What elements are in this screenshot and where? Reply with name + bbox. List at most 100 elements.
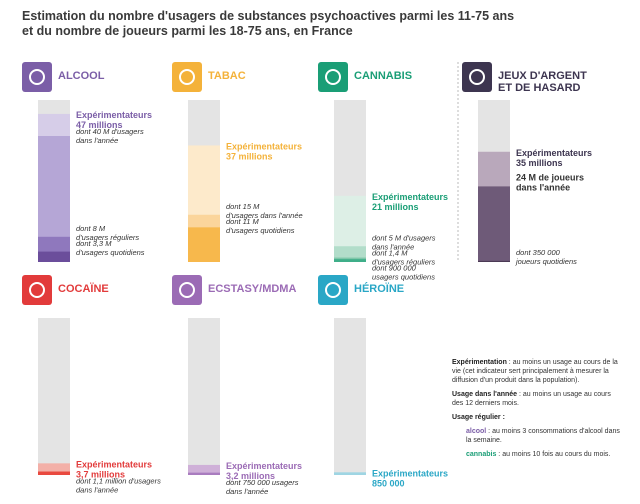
panel-icon bbox=[172, 62, 202, 92]
label-line: dont 5 M d'usagers bbox=[372, 233, 436, 242]
legend-text: : au moins un usage au cours des 12 dern… bbox=[452, 391, 611, 407]
label-line: usagers quotidiens bbox=[372, 272, 435, 281]
panel-heading: ET DE HASARD bbox=[498, 82, 581, 94]
level-bar bbox=[38, 251, 70, 262]
legend-term: Usage dans l'année bbox=[452, 391, 518, 398]
legend-subitem: alcool : au moins 3 consommations d'alco… bbox=[452, 427, 624, 445]
panel-heading: TABAC bbox=[208, 70, 246, 82]
label-line: d'usagers réguliers bbox=[372, 257, 435, 266]
level-label: Expérimentateurs 21 millions bbox=[372, 192, 448, 212]
icon-glyph bbox=[29, 69, 45, 85]
panel-heading: ALCOOL bbox=[58, 70, 105, 82]
label-line: dont 3,3 M bbox=[76, 239, 112, 248]
label-line: Expérimentateurs bbox=[226, 461, 302, 471]
level-label: dont 750 000 usagers dans l'année bbox=[226, 478, 299, 496]
icon-glyph bbox=[179, 282, 195, 298]
level-bar bbox=[38, 471, 70, 475]
population-bar bbox=[38, 318, 70, 475]
level-label: Expérimentateurs 37 millions bbox=[226, 141, 302, 161]
label-line: 35 millions bbox=[516, 158, 563, 168]
panel-icon bbox=[462, 62, 492, 92]
label-line: dont 40 M d'usagers bbox=[76, 127, 144, 136]
legend-term: cannabis bbox=[466, 451, 497, 458]
level-label: Expérimentateurs 3,7 millions bbox=[76, 459, 152, 479]
legend: Expérimentation : au moins un usage au c… bbox=[452, 358, 624, 464]
label-line: 850 000 bbox=[372, 478, 405, 488]
level-bar bbox=[334, 259, 366, 262]
label-line: dans l'année bbox=[76, 136, 118, 145]
level-label: 24 M de joueurs dans l'année bbox=[516, 172, 584, 192]
label-line: d'usagers réguliers bbox=[76, 233, 139, 242]
label-line: 37 millions bbox=[226, 151, 273, 161]
icon-glyph bbox=[469, 69, 485, 85]
panel-icon bbox=[22, 275, 52, 305]
panel-heading: COCAÏNE bbox=[58, 282, 109, 295]
level-label: dont 5 M d'usagers dans l'année bbox=[372, 233, 436, 251]
label-line: dont 350 000 bbox=[516, 248, 561, 257]
label-line: dans l'année bbox=[76, 485, 118, 494]
panel-icon bbox=[172, 275, 202, 305]
level-bar bbox=[188, 227, 220, 262]
icon-glyph bbox=[179, 69, 195, 85]
panel-heading: ECSTASY/MDMA bbox=[208, 283, 296, 295]
level-label: dont 900 000 usagers quotidiens bbox=[372, 263, 435, 281]
label-line: 47 millions bbox=[76, 120, 123, 130]
label-line: dont 15 M bbox=[226, 202, 260, 211]
label-line: joueurs quotidiens bbox=[515, 257, 577, 266]
icon-glyph bbox=[325, 282, 341, 298]
panel-icon bbox=[318, 275, 348, 305]
level-label: Expérimentateurs 35 millions bbox=[516, 148, 592, 168]
label-line: Expérimentateurs bbox=[516, 148, 592, 158]
level-label: dont 1,1 million d'usagers dans l'année bbox=[76, 476, 161, 494]
level-bar bbox=[478, 186, 510, 262]
label-line: 3,7 millions bbox=[76, 469, 125, 479]
legend-text: : au moins un usage au cours de la vie (… bbox=[452, 359, 618, 384]
label-line: Expérimentateurs bbox=[76, 459, 152, 469]
label-line: dans l'année bbox=[516, 182, 570, 192]
title-line: Estimation du nombre d'usagers de substa… bbox=[22, 9, 514, 23]
label-line: dont 750 000 usagers bbox=[226, 478, 299, 487]
legend-text: : au moins 10 fois au cours du mois. bbox=[496, 451, 611, 458]
label-line: dans l'année bbox=[372, 242, 414, 251]
icon-glyph bbox=[325, 69, 341, 85]
legend-item: Expérimentation : au moins un usage au c… bbox=[452, 358, 624, 385]
label-line: 24 M de joueurs bbox=[516, 172, 584, 182]
label-line: dont 1,4 M bbox=[372, 248, 408, 257]
panel-icon bbox=[318, 62, 348, 92]
label-line: 21 millions bbox=[372, 202, 419, 212]
label-line: dont 11 M bbox=[226, 217, 260, 226]
legend-term: Expérimentation bbox=[452, 359, 507, 366]
legend-term: Usage régulier : bbox=[452, 414, 505, 421]
level-bar bbox=[188, 464, 220, 475]
label-line: Expérimentateurs bbox=[372, 468, 448, 478]
label-line: Expérimentateurs bbox=[226, 141, 302, 151]
level-bar bbox=[334, 472, 366, 475]
label-line: d'usagers quotidiens bbox=[76, 248, 145, 257]
panel-heading: HÉROÏNE bbox=[354, 282, 404, 295]
level-label: Expérimentateurs 47 millions bbox=[76, 110, 152, 130]
legend-item: Usage régulier : bbox=[452, 413, 624, 422]
level-label: Expérimentateurs 3,2 millions bbox=[226, 461, 302, 481]
level-label: Expérimentateurs 850 000 bbox=[372, 468, 448, 488]
label-line: dont 900 000 bbox=[372, 263, 417, 272]
icon-glyph bbox=[29, 282, 45, 298]
panel-heading: JEUX D'ARGENT bbox=[498, 70, 587, 82]
label-line: d'usagers dans l'année bbox=[226, 211, 303, 220]
label-line: d'usagers quotidiens bbox=[226, 226, 295, 235]
legend-subitem: cannabis : au moins 10 fois au cours du … bbox=[452, 450, 624, 459]
level-label: dont 40 M d'usagers dans l'année bbox=[76, 127, 144, 145]
legend-text: : au moins 3 consommations d'alcool dans… bbox=[466, 428, 620, 444]
population-bar bbox=[188, 318, 220, 475]
level-bar bbox=[188, 472, 220, 475]
label-line: dans l'année bbox=[226, 487, 268, 496]
label-line: dont 8 M bbox=[76, 224, 106, 233]
label-line: 3,2 millions bbox=[226, 471, 275, 481]
panel-heading: CANNABIS bbox=[354, 70, 412, 82]
population-bar bbox=[334, 318, 366, 475]
